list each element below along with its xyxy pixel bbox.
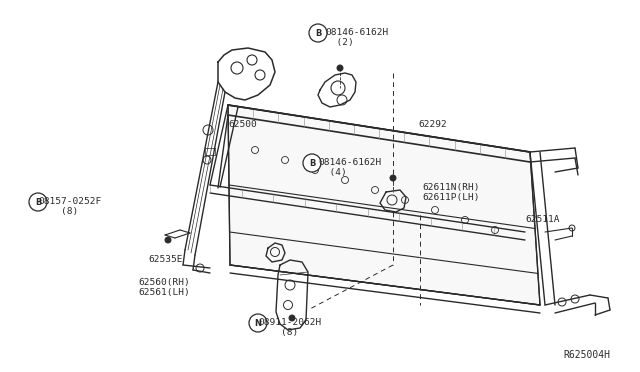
Text: N: N — [255, 318, 262, 327]
Text: 62611N(RH)
62611P(LH): 62611N(RH) 62611P(LH) — [422, 183, 479, 202]
Text: 62500: 62500 — [228, 120, 257, 129]
Circle shape — [249, 314, 267, 332]
Text: B: B — [315, 29, 321, 38]
Text: 08911-2062H
    (8): 08911-2062H (8) — [258, 318, 321, 337]
Polygon shape — [228, 105, 540, 305]
Text: 62560(RH)
62561(LH): 62560(RH) 62561(LH) — [138, 278, 189, 297]
Circle shape — [303, 154, 321, 172]
Circle shape — [289, 315, 295, 321]
Text: 62535E: 62535E — [148, 255, 182, 264]
Circle shape — [390, 175, 396, 181]
Text: R625004H: R625004H — [563, 350, 610, 360]
Circle shape — [337, 65, 343, 71]
Text: B: B — [309, 158, 315, 167]
Text: 62292: 62292 — [418, 120, 447, 129]
Text: 62511A: 62511A — [525, 215, 559, 224]
Circle shape — [309, 24, 327, 42]
Text: 08146-6162H
  (4): 08146-6162H (4) — [318, 158, 381, 177]
Text: 08157-0252F
    (8): 08157-0252F (8) — [38, 197, 101, 217]
Text: 08146-6162H
  (2): 08146-6162H (2) — [325, 28, 388, 47]
Text: B: B — [35, 198, 41, 206]
Circle shape — [165, 237, 171, 243]
Circle shape — [29, 193, 47, 211]
